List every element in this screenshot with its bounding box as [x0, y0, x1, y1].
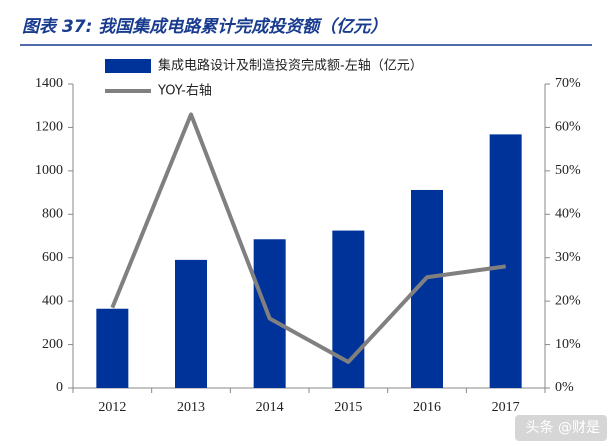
bar [96, 308, 129, 388]
legend-label: YOY-右轴 [157, 84, 212, 99]
bar [489, 134, 522, 388]
y2-tick-label: 60% [555, 120, 581, 135]
line [110, 112, 506, 364]
y-tick-label: 800 [42, 207, 63, 222]
watermark: 头条 @财是 [526, 419, 600, 436]
x-tick-label: 2014 [256, 400, 284, 415]
y-tick-label: 1000 [35, 163, 63, 178]
x-tick-label: 2012 [98, 400, 126, 415]
x-tick-label: 2013 [177, 400, 205, 415]
y-tick-label: 1200 [35, 120, 63, 135]
watermark-bg [515, 415, 607, 441]
x-tick-label: 2017 [492, 400, 520, 415]
x-tick-label: 2016 [413, 400, 441, 415]
bar [332, 230, 365, 388]
x-tick-label: 2015 [334, 400, 362, 415]
y-tick-label: 400 [42, 293, 63, 308]
y-tick-label: 600 [42, 250, 63, 265]
legend-label: 集成电路设计及制造投资完成额-左轴（亿元） [158, 58, 423, 74]
chart-title: 图表 37: 我国集成电路累计完成投资额（亿元） [22, 17, 387, 37]
y2-tick-label: 50% [555, 163, 581, 178]
y2-tick-label: 10% [555, 337, 581, 352]
y2-tick-label: 70% [555, 76, 581, 91]
legend-swatch [105, 59, 151, 73]
y2-tick-label: 30% [555, 250, 581, 265]
y-tick-label: 0 [56, 380, 63, 395]
y-tick-label: 200 [42, 337, 63, 352]
y2-tick-label: 40% [555, 207, 581, 222]
y-tick-label: 1400 [35, 76, 63, 91]
y2-tick-label: 0% [555, 380, 574, 395]
y2-tick-label: 20% [555, 293, 581, 308]
bar [175, 259, 207, 388]
